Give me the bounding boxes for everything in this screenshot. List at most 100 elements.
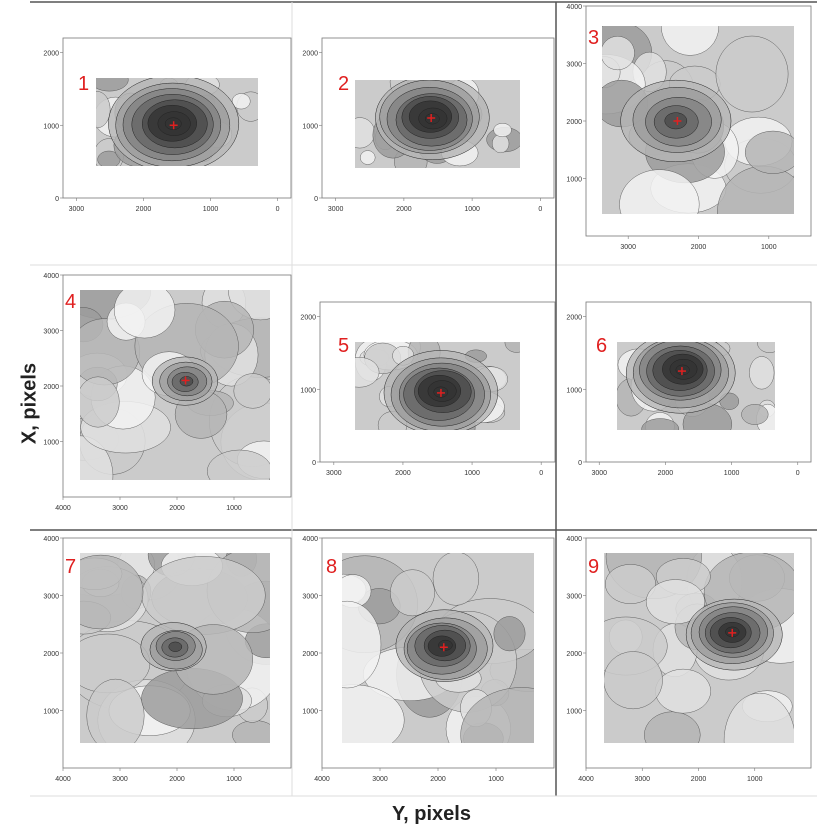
x-tick-label: 4000 (578, 776, 594, 783)
panel-number: 4 (65, 291, 76, 313)
peak-marker (439, 643, 448, 652)
panel-number: 6 (596, 335, 607, 357)
panels: 3000 2000 1000 0 2000 1000 0 1 3000 2000 1000 0 2000… (43, 4, 812, 783)
x-tick-label: 3000 (591, 470, 607, 477)
x-tick-label: 3000 (112, 776, 128, 783)
map-blob (360, 150, 376, 165)
y-tick-label: 1000 (43, 709, 59, 716)
map-blob (80, 376, 120, 428)
map-blob (342, 600, 382, 689)
x-tick-label: 2000 (169, 776, 185, 783)
map-blob (233, 373, 270, 409)
x-tick-label: 1000 (488, 776, 504, 783)
y-tick-label: 4000 (566, 4, 582, 11)
map-blob (723, 692, 794, 743)
x-tick-label: 2000 (658, 470, 674, 477)
y-tick-label: 2000 (566, 119, 582, 126)
map-blob (741, 404, 769, 425)
y-tick-label: 2000 (566, 651, 582, 658)
map-blob (744, 130, 794, 174)
x-tick-label: 0 (276, 206, 280, 213)
intensity-map (355, 80, 520, 168)
panel-number: 7 (65, 556, 76, 578)
panel-number: 1 (78, 73, 89, 95)
y-tick-label: 0 (55, 196, 59, 203)
y-tick-label: 1000 (43, 440, 59, 447)
y-axis-title: Y, pixels (392, 803, 471, 825)
x-tick-label: 4000 (55, 505, 71, 512)
map-blob (641, 418, 680, 430)
y-tick-label: 1000 (566, 709, 582, 716)
peak-marker (181, 376, 190, 385)
intensity-map (80, 290, 270, 480)
y-tick-label: 2000 (43, 51, 59, 58)
x-tick-label: 1000 (464, 206, 480, 213)
panel-4: 4000 3000 2000 1000 4000 3000 2000 1000 4 (43, 273, 292, 512)
x-tick-label: 3000 (326, 470, 342, 477)
panel-8: 4000 3000 2000 1000 4000 3000 2000 1000 8 (302, 536, 555, 783)
y-tick-label: 2000 (300, 315, 316, 322)
y-tick-label: 1000 (302, 123, 318, 130)
peak-marker (436, 388, 445, 397)
panel-7: 4000 3000 2000 1000 4000 3000 2000 1000 7 (43, 536, 292, 783)
x-tick-label: 1000 (747, 776, 763, 783)
y-tick-label: 2000 (566, 315, 582, 322)
panel-number: 9 (588, 556, 599, 578)
x-tick-label: 1000 (761, 244, 777, 251)
map-blob (493, 123, 512, 138)
panel-9: 4000 3000 2000 1000 4000 3000 2000 1000 9 (566, 536, 812, 783)
map-blob (645, 579, 705, 625)
y-tick-label: 2000 (43, 384, 59, 391)
panel-number: 5 (338, 335, 349, 357)
grid-frame (30, 1, 817, 797)
contour-level (424, 113, 440, 125)
y-tick-label: 1000 (566, 387, 582, 394)
peak-marker (427, 114, 436, 122)
y-tick-label: 0 (314, 196, 318, 203)
panel-2: 3000 2000 1000 0 2000 1000 0 2 (302, 37, 555, 213)
y-tick-label: 2000 (302, 651, 318, 658)
x-tick-label: 0 (539, 470, 543, 477)
y-tick-label: 4000 (302, 536, 318, 543)
map-blob (355, 357, 380, 388)
x-tick-label: 1000 (724, 470, 740, 477)
intensity-map (96, 78, 258, 166)
x-tick-label: 3000 (328, 206, 344, 213)
y-tick-label: 2000 (43, 651, 59, 658)
map-blob (231, 93, 251, 110)
map-blob (113, 290, 176, 339)
x-tick-label: 3000 (112, 505, 128, 512)
map-blob (460, 687, 534, 743)
panel-6: 3000 2000 1000 0 2000 1000 0 6 (566, 301, 812, 477)
x-axis-title: X, pixels (18, 362, 41, 445)
map-blob (141, 556, 266, 635)
y-tick-label: 4000 (43, 273, 59, 280)
x-tick-label: 3000 (69, 206, 85, 213)
x-tick-label: 1000 (203, 206, 219, 213)
y-tick-label: 1000 (300, 387, 316, 394)
x-tick-label: 3000 (634, 776, 650, 783)
map-blob (492, 134, 510, 154)
contour-level (438, 639, 453, 651)
map-blob (228, 290, 270, 321)
panel-number: 8 (326, 556, 337, 578)
map-blob (715, 35, 789, 113)
intensity-map (355, 342, 520, 430)
map-blob (619, 169, 700, 214)
map-blob (757, 342, 775, 353)
x-tick-label: 2000 (136, 206, 152, 213)
y-tick-label: 3000 (566, 594, 582, 601)
map-blob (655, 668, 711, 714)
map-blob (504, 342, 520, 353)
intensity-map (617, 342, 775, 430)
y-tick-label: 1000 (43, 123, 59, 130)
y-tick-label: 3000 (302, 594, 318, 601)
y-tick-label: 0 (312, 460, 316, 467)
y-tick-label: 4000 (566, 536, 582, 543)
peak-marker (728, 628, 737, 637)
x-tick-label: 2000 (395, 470, 411, 477)
map-blob (602, 36, 635, 71)
y-tick-label: 3000 (43, 329, 59, 336)
map-blob (80, 554, 144, 630)
